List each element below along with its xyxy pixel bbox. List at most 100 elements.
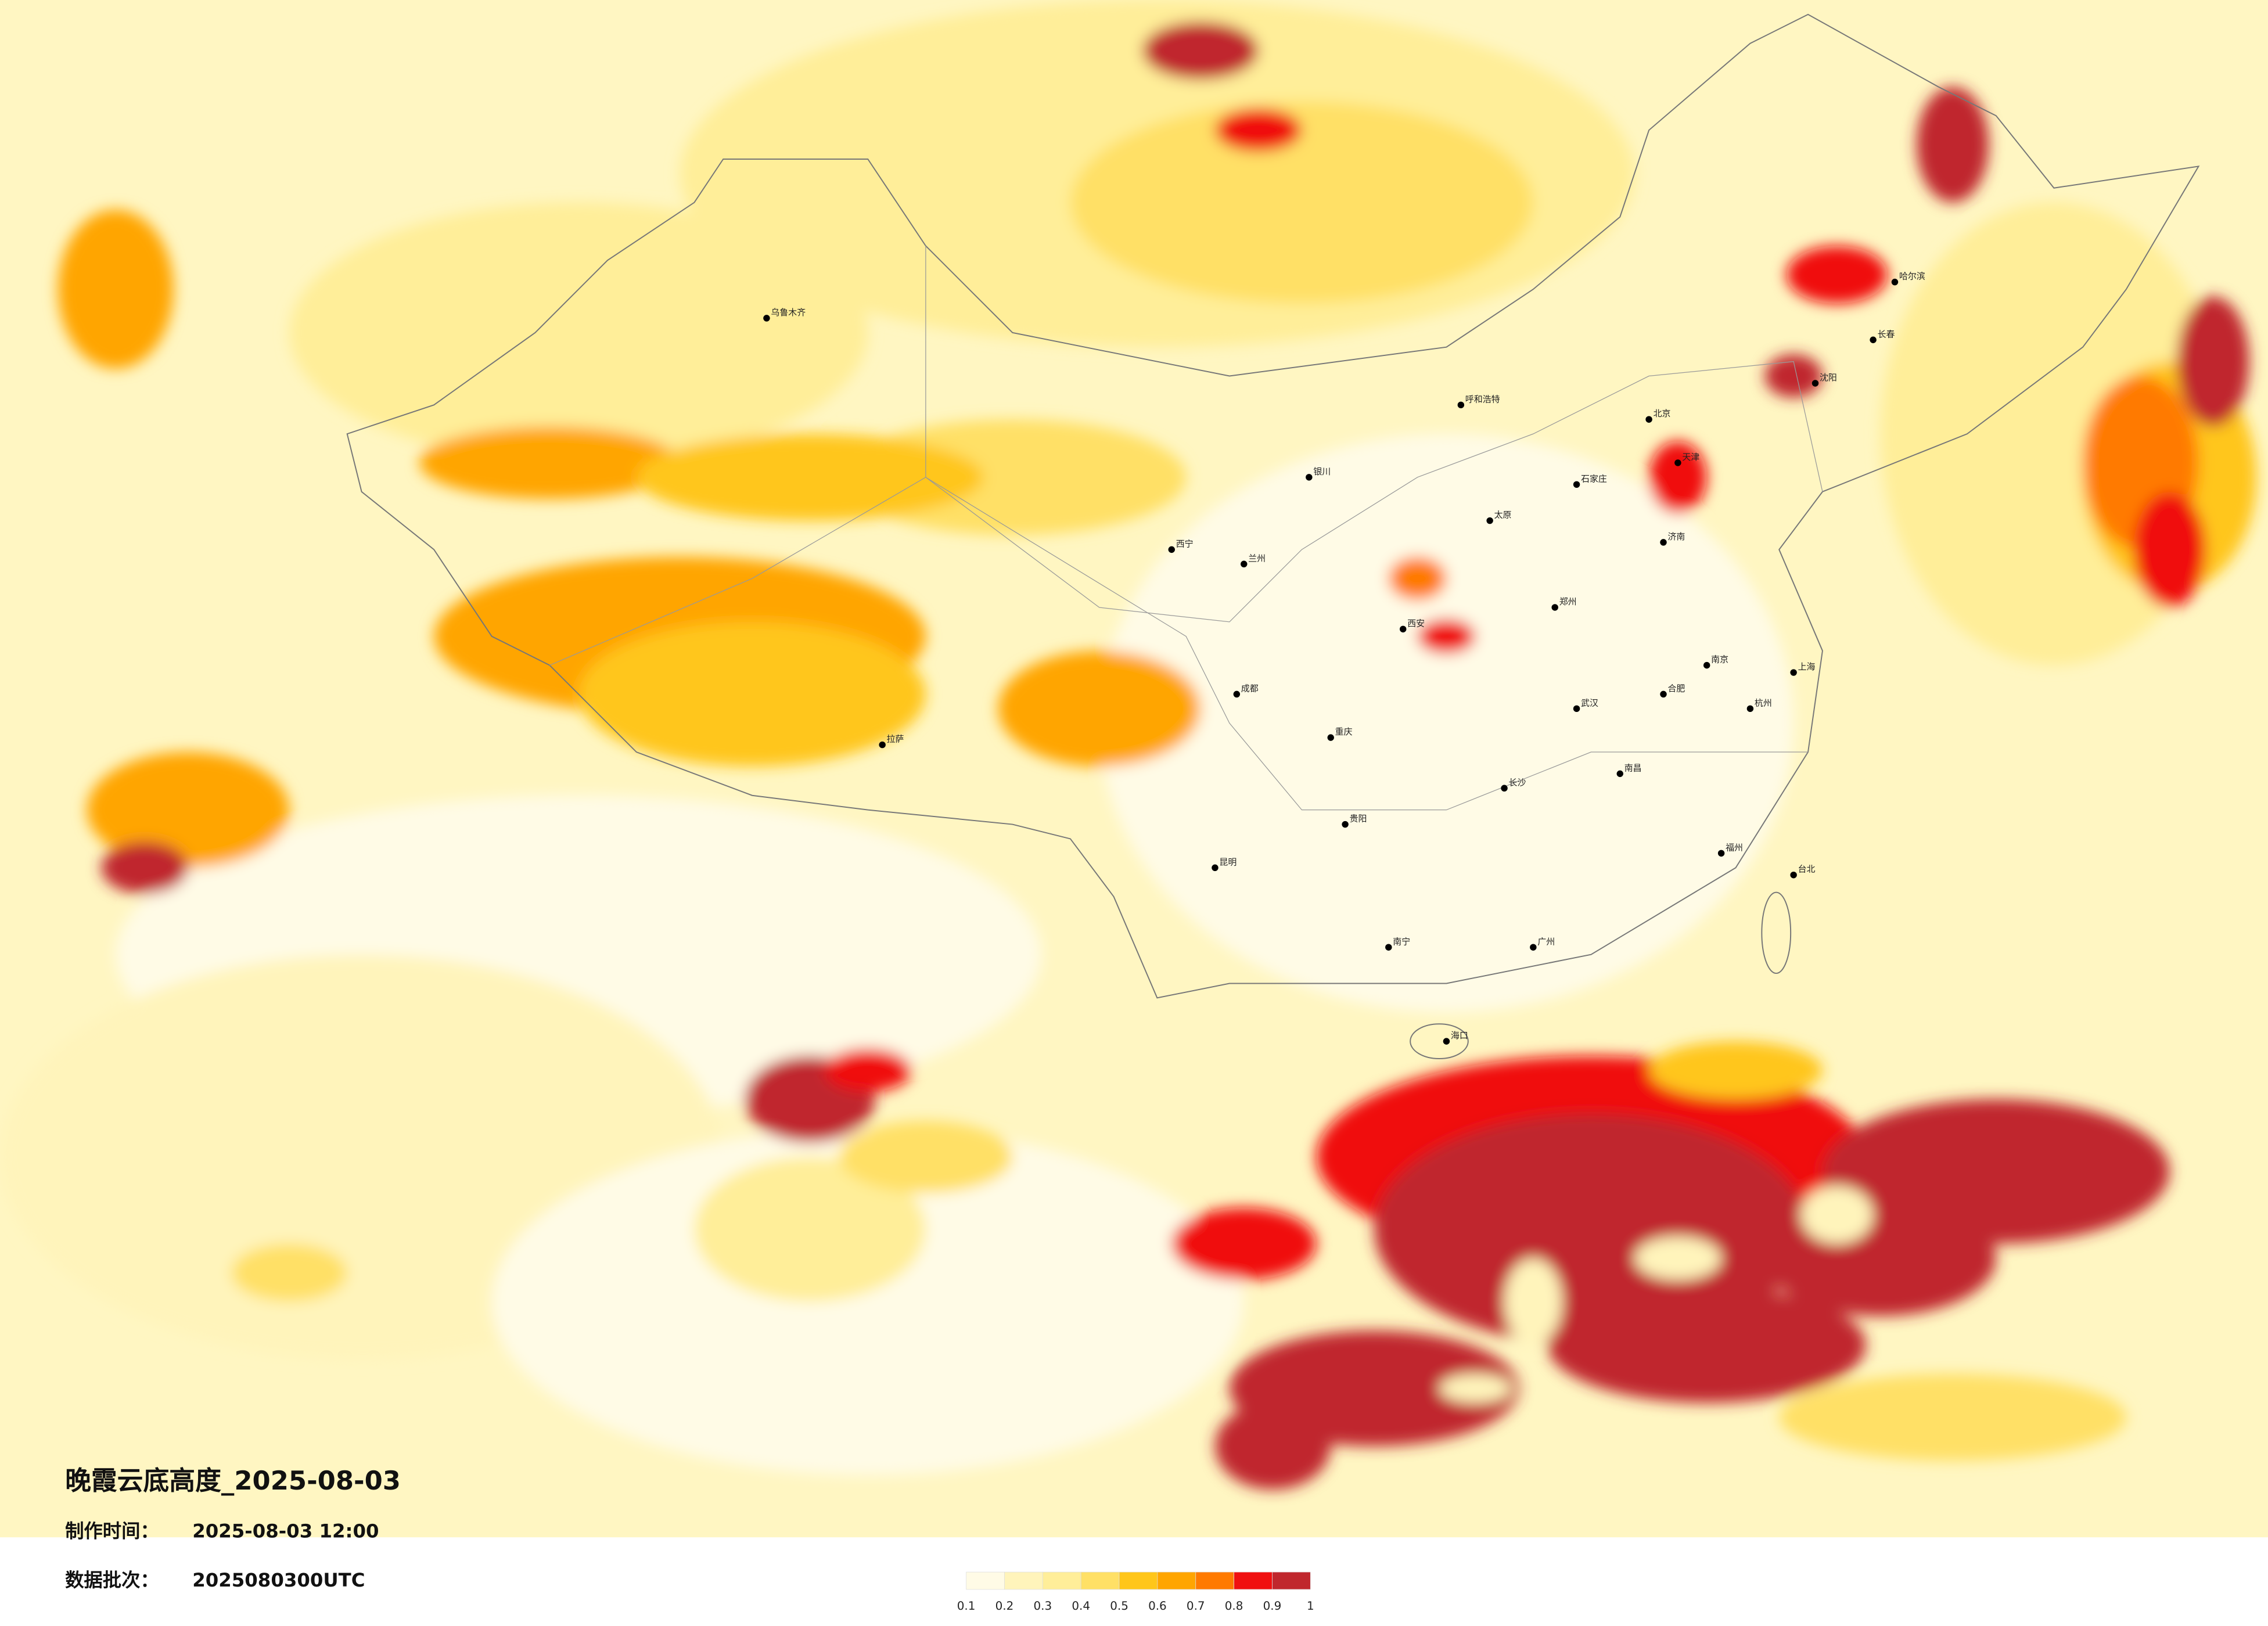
cloud-patch [2177,296,2249,427]
city-dot [1486,517,1493,524]
production-time-label: 制作时间： [65,1520,159,1542]
cloud-patch [694,1157,926,1302]
cloud-patch [1171,1207,1317,1280]
city-label: 银川 [1313,466,1331,477]
city-label: 广州 [1537,936,1555,947]
data-batch-value: 2025080300UTC [192,1569,365,1591]
legend-tick-label: 1 [1307,1599,1314,1613]
city-label: 杭州 [1755,697,1772,708]
city-dot [763,315,770,322]
city-dot [1306,474,1313,481]
cloud-patch [1142,21,1259,80]
city-label: 西宁 [1176,538,1194,549]
city-label: 乌鲁木齐 [771,307,806,318]
map-title: 晚霞云底高度_2025-08-03 [65,1465,401,1496]
city-dot [1385,944,1392,951]
cloud-patch [289,202,868,463]
cloud-patch [1547,1287,1866,1403]
city-dot [1530,944,1537,951]
city-dot [1241,560,1248,567]
cloud-patch [1504,1258,1562,1346]
city-label: 昆明 [1219,857,1237,867]
legend-swatch [1234,1571,1273,1590]
city-label: 台北 [1798,864,1816,875]
city-label: 海口 [1451,1030,1468,1041]
city-dot [1790,871,1797,879]
city-label: 长春 [1878,329,1895,339]
city-label: 重庆 [1335,726,1353,737]
legend-tick-label: 0.5 [1110,1599,1128,1613]
city-label: 哈尔滨 [1899,271,1925,282]
city-dot [1457,401,1465,409]
legend-swatch [1119,1571,1158,1590]
cloud-patch [1779,1373,2126,1461]
city-dot [1891,278,1899,286]
cloud-patch [1649,441,1707,514]
cloud-patch [1786,246,1888,304]
city-label: 武汉 [1581,697,1598,708]
legend-swatch [1042,1571,1081,1590]
cloud-patch [1388,556,1447,600]
cloud-patch [824,1048,911,1092]
cloud-field [0,0,2257,1490]
legend-swatch [1272,1571,1311,1590]
cloud-patch [1214,1402,1331,1490]
data-batch-label: 数据批次： [65,1569,159,1591]
legend-swatch [1004,1571,1043,1590]
legend-tick-label: 0.3 [1033,1599,1052,1613]
city-dot [1573,481,1580,488]
city-dot [1717,850,1725,857]
city-label: 福州 [1726,842,1743,852]
city-label: 拉萨 [887,734,904,744]
city-dot [1327,734,1334,741]
cloud-patch [1800,1186,1874,1244]
legend-tick-label: 0.9 [1263,1599,1282,1613]
cloud-patch [2133,491,2206,607]
cloud-patch [998,650,1201,767]
legend-swatch [1157,1571,1196,1590]
city-dot [1660,539,1667,546]
cloud-patch [1764,354,1823,398]
china-border [346,13,2200,999]
cloud-patch [101,841,188,894]
cloud-patch [1916,87,1989,203]
legend-tick-label: 0.8 [1225,1599,1243,1613]
city-label: 南昌 [1624,762,1642,773]
city-label: 南宁 [1393,936,1410,947]
city-dot [1870,336,1877,343]
city-dot [1703,661,1710,669]
cloud-patch [87,752,290,868]
city-dot [1645,416,1652,423]
province-border [925,246,1823,623]
city-label: 石家庄 [1581,473,1607,484]
cloud-patch [839,1121,1013,1193]
city-label: 太原 [1494,510,1512,520]
city-label: 西安 [1407,618,1425,628]
city-dot [1616,770,1624,778]
cloud-patch [1070,101,1533,304]
legend-swatch [1195,1571,1234,1590]
city-dot [1573,705,1580,713]
cloud-patch [1374,1113,1809,1346]
city-dot [1674,459,1681,466]
city-label: 天津 [1682,452,1699,462]
city-label: 成都 [1241,683,1259,693]
city-dot [1501,785,1508,792]
city-dot [1233,690,1241,698]
city-label: 郑州 [1559,596,1577,607]
legend-tick-label: 0.2 [995,1599,1014,1613]
city-label: 兰州 [1248,553,1266,563]
cloud-patch [491,1128,1244,1476]
legend-tick-label: 0.6 [1148,1599,1167,1613]
cloud-patch [1634,1236,1721,1280]
city-dot [1399,625,1407,633]
cloud-patch [1439,1373,1512,1403]
city-dot [1811,380,1819,387]
cloud-patch [578,621,926,767]
cloud-patch [1417,618,1476,654]
city-dot [1168,546,1175,553]
city-label: 沈阳 [1820,372,1837,383]
province-border [549,477,1809,811]
